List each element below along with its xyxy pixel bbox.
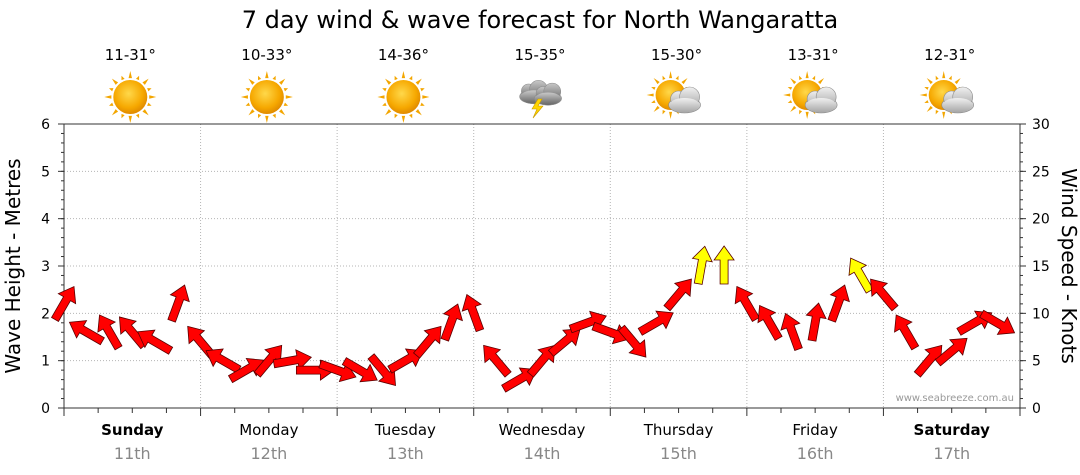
day-name-label: Thursday <box>643 421 714 439</box>
sunny-icon <box>377 71 429 123</box>
day-name-label: Wednesday <box>499 421 586 439</box>
left-tick-label: 2 <box>41 306 50 322</box>
wind-arrow <box>476 339 516 381</box>
wind-arrow <box>635 304 678 340</box>
temperature-range: 15-30° <box>651 46 702 64</box>
wave-height-axis: 0 1 2 3 4 5 6 <box>41 117 64 417</box>
temperature-range: 13-31° <box>788 46 839 64</box>
day-date-label: 14th <box>524 444 561 463</box>
wind-arrows <box>46 245 1019 398</box>
temperature-range: 12-31° <box>924 46 975 64</box>
daily-summary-row: 11-31° 10-33° 14-36° 15-35° 15-30° 13-31° 12-3… <box>104 46 975 123</box>
sunny-icon <box>241 71 293 123</box>
right-tick-label: 0 <box>1032 401 1041 417</box>
left-tick-label: 6 <box>41 117 50 133</box>
wind-arrow <box>751 300 787 343</box>
day-date-label: 15th <box>660 444 697 463</box>
day-name-label: Tuesday <box>374 421 436 439</box>
wind-arrow <box>802 301 828 342</box>
day-date-label: 11th <box>114 444 151 463</box>
left-tick-label: 5 <box>41 164 50 180</box>
wind-arrow <box>688 245 714 286</box>
left-tick-label: 0 <box>41 401 50 417</box>
left-tick-label: 3 <box>41 259 50 275</box>
wind-speed-axis: 0 5 10 15 20 25 30 <box>1020 117 1050 417</box>
day-name-label: Monday <box>239 421 298 439</box>
wind-arrow <box>659 273 699 315</box>
temperature-range: 11-31° <box>105 46 156 64</box>
day-date-label: 17th <box>933 444 970 463</box>
temperature-range: 14-36° <box>378 46 429 64</box>
day-axis: Sunday 11th Monday 12th Tuesday 13th Wednesday… <box>64 408 1020 463</box>
left-tick-label: 4 <box>41 212 50 228</box>
chart-title: 7 day wind & wave forecast for North Wan… <box>242 6 839 34</box>
partly-cloudy-icon <box>783 71 837 119</box>
right-tick-label: 30 <box>1032 117 1050 133</box>
wind-arrow <box>714 246 734 284</box>
wind-arrow <box>457 291 489 334</box>
wind-arrow <box>162 282 194 325</box>
right-tick-label: 20 <box>1032 212 1050 228</box>
right-tick-label: 5 <box>1032 354 1041 370</box>
partly-cloudy-icon <box>920 71 974 119</box>
day-name-label: Saturday <box>914 421 991 439</box>
left-axis-title: Wave Height - Metres <box>1 158 25 373</box>
right-axis-title: Wind Speed - Knots <box>1057 168 1080 364</box>
temperature-range: 10-33° <box>241 46 292 64</box>
wind-arrow <box>822 282 854 325</box>
left-tick-label: 1 <box>41 354 50 370</box>
wind-arrow <box>776 310 808 353</box>
watermark: www.seabreeze.com.au <box>896 393 1014 404</box>
day-date-label: 13th <box>387 444 424 463</box>
thunderstorm-icon <box>520 80 562 118</box>
wind-arrow <box>888 310 924 353</box>
temperature-range: 15-35° <box>514 46 565 64</box>
day-name-label: Friday <box>792 421 838 439</box>
right-tick-label: 15 <box>1032 259 1050 275</box>
wind-arrow <box>863 273 903 315</box>
right-tick-label: 25 <box>1032 164 1050 180</box>
right-tick-label: 10 <box>1032 306 1050 322</box>
day-date-label: 12th <box>250 444 287 463</box>
sunny-icon <box>104 71 156 123</box>
partly-cloudy-icon <box>647 71 701 119</box>
day-date-label: 16th <box>797 444 834 463</box>
day-name-label: Sunday <box>101 421 164 439</box>
